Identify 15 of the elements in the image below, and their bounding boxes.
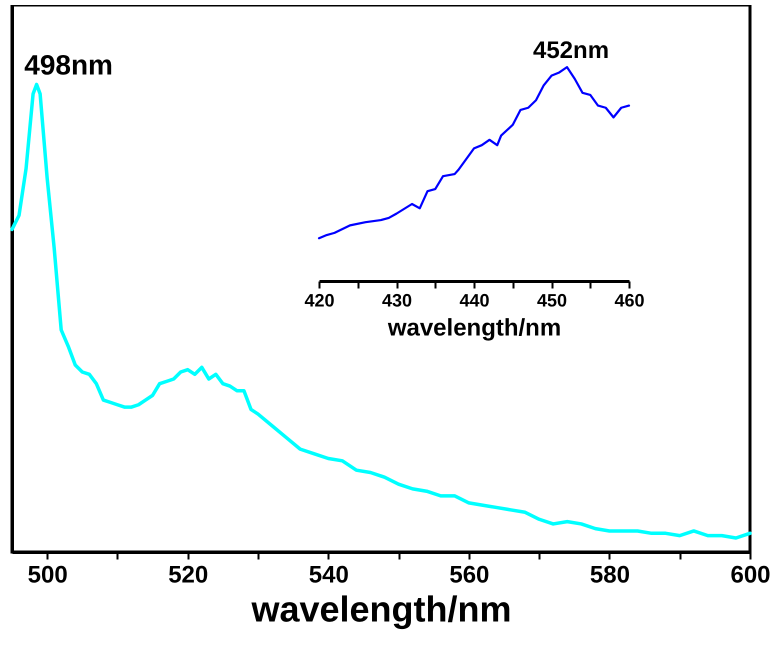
x-tick-label: 540 [308,562,349,588]
x-tick-label: 560 [449,562,490,588]
x-tick-label: 450 [536,290,568,310]
x-tick-label: 500 [28,562,68,588]
x-axis-title: wavelength/nm [386,314,562,342]
x-tick-label: 520 [168,562,208,588]
annotation: 498nm [24,49,113,80]
x-tick-label: 420 [304,290,335,310]
annotation: 452nm [532,37,610,64]
x-tick-label: 580 [590,562,630,588]
x-tick-label: 440 [459,290,490,310]
x-tick-label: 600 [730,562,771,588]
x-axis-title: wavelength/nm [250,588,512,630]
x-tick-label: 430 [382,290,412,310]
x-tick-label: 460 [614,290,645,310]
